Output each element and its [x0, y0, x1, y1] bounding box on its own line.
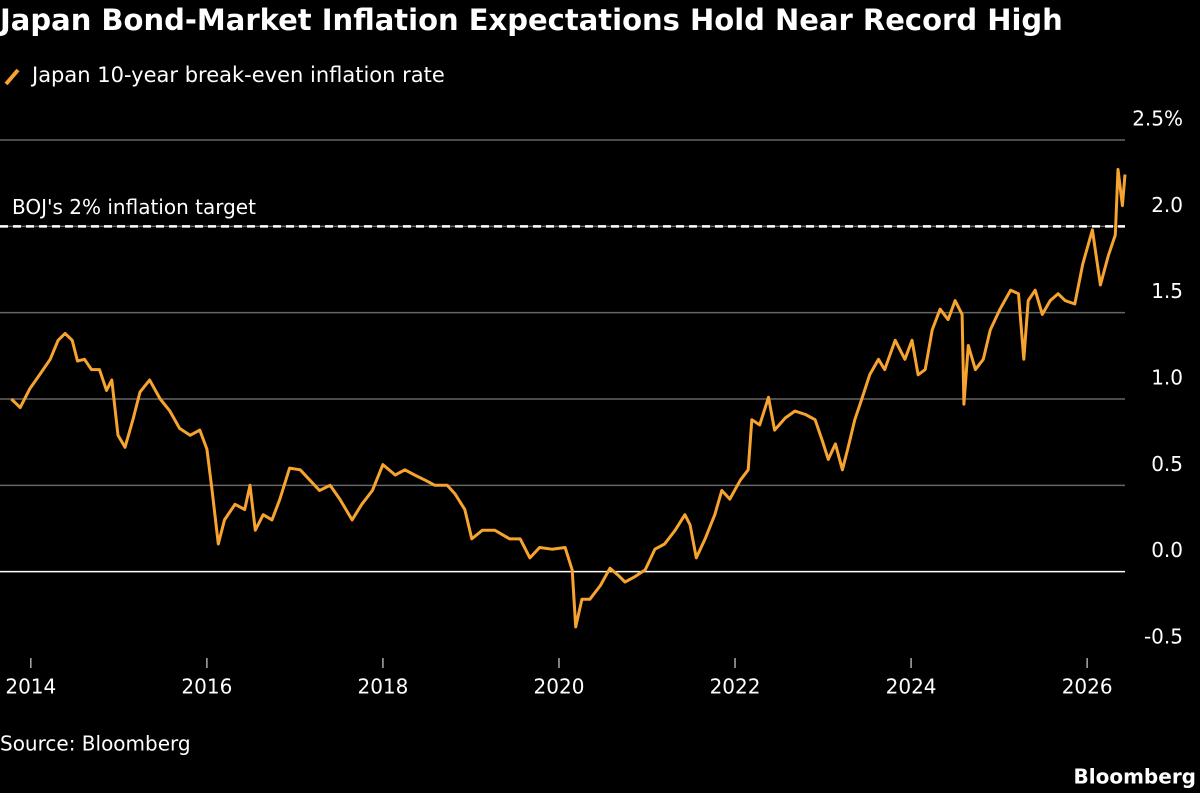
source: Source: Bloomberg [0, 732, 191, 756]
x-tick-label: 2026 [1062, 675, 1113, 699]
legend-swatch [4, 68, 20, 86]
annotation: BOJ's 2% inflation target [12, 195, 256, 219]
x-tick-label: 2018 [357, 675, 408, 699]
y-tick-label: 1.5 [1151, 279, 1183, 303]
y-tick-label: 0.0 [1151, 538, 1183, 562]
y-tick-label: -0.5 [1144, 625, 1183, 649]
x-tick-label: 2016 [181, 675, 232, 699]
y-tick-label: 1.0 [1151, 366, 1183, 390]
y-tick-label: 2.5% [1132, 107, 1183, 131]
chart-title: Japan Bond-Market Inflation Expectations… [0, 3, 1063, 37]
brand: Bloomberg [1074, 765, 1196, 789]
y-tick-label: 0.5 [1151, 452, 1183, 476]
x-tick-label: 2024 [886, 675, 937, 699]
x-tick-label: 2014 [5, 675, 56, 699]
legend-label: Japan 10-year break-even inflation rate [30, 63, 445, 87]
x-tick-label: 2020 [534, 675, 585, 699]
x-tick-label: 2022 [710, 675, 761, 699]
data-line [10, 167, 1127, 629]
y-tick-label: 2.0 [1151, 193, 1183, 217]
